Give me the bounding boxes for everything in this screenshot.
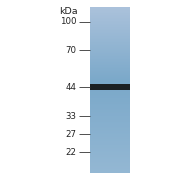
- Text: 100: 100: [60, 17, 76, 26]
- Text: 22: 22: [66, 148, 76, 157]
- Text: 33: 33: [66, 112, 76, 121]
- Text: kDa: kDa: [59, 7, 78, 16]
- Text: 70: 70: [66, 46, 76, 55]
- Text: 27: 27: [66, 130, 76, 139]
- Bar: [90, 84, 130, 90]
- Text: 44: 44: [66, 83, 76, 92]
